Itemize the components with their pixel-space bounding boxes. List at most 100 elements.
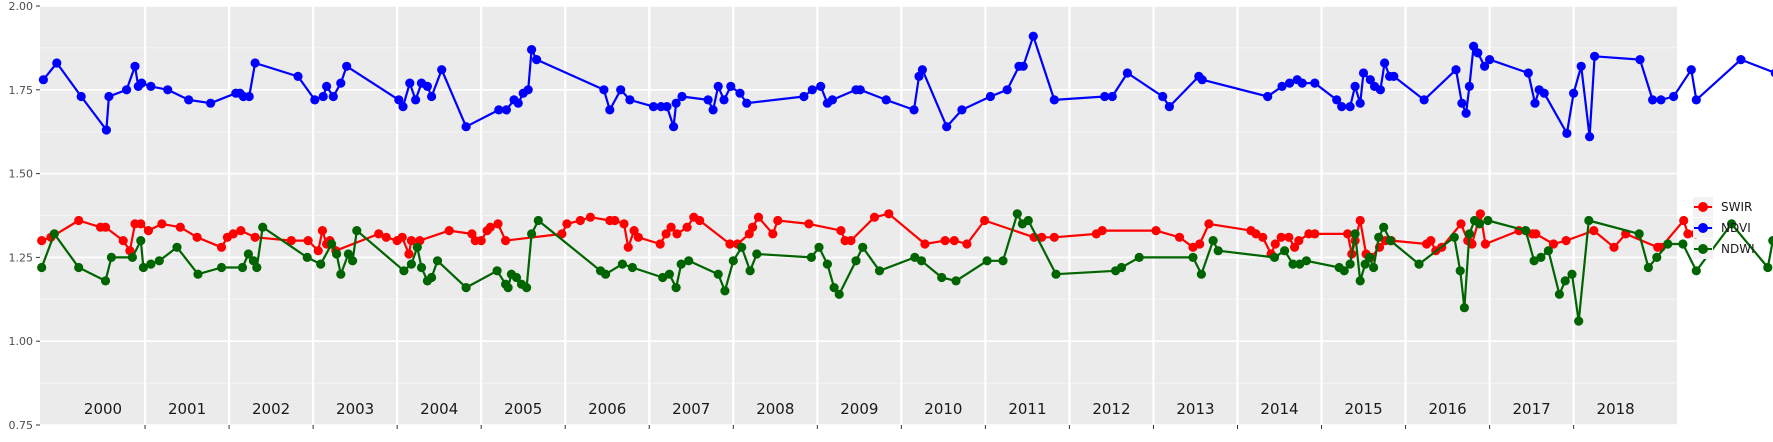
data-point-ndwi <box>527 229 537 239</box>
data-point-ndvi <box>137 78 147 88</box>
data-point-ndvi <box>122 85 132 95</box>
data-point-ndwi <box>720 286 730 296</box>
data-point-ndvi <box>405 78 415 88</box>
data-point-swir <box>884 209 894 219</box>
data-point-swir <box>1683 229 1693 239</box>
data-point-ndvi <box>1648 95 1658 105</box>
data-point-swir <box>804 219 814 229</box>
y-tick-label: 1.50 <box>9 168 34 181</box>
data-point-ndvi <box>38 75 49 85</box>
data-point-ndwi <box>998 256 1008 266</box>
data-point-ndwi <box>1652 252 1662 262</box>
data-point-ndvi <box>1277 81 1287 91</box>
data-point-ndvi <box>1018 61 1028 71</box>
series-ndvi <box>38 31 1773 142</box>
data-point-swir <box>940 236 950 246</box>
data-point-ndvi <box>671 98 681 108</box>
data-point-ndwi <box>1385 236 1395 246</box>
data-point-ndvi <box>1464 81 1474 91</box>
data-point-ndvi <box>130 61 140 71</box>
data-point-ndvi <box>1310 78 1320 88</box>
data-point-ndvi <box>146 81 156 91</box>
data-point-ndwi <box>348 256 358 266</box>
data-point-ndwi <box>533 215 543 226</box>
data-point-ndvi <box>708 105 718 115</box>
data-point-ndwi <box>243 249 253 259</box>
data-point-swir <box>250 232 260 242</box>
data-point-ndvi <box>1358 68 1369 78</box>
year-label: 2004 <box>420 400 458 418</box>
data-point-swir <box>661 229 671 239</box>
data-point-ndvi <box>726 81 736 91</box>
data-point-ndwi <box>1374 232 1384 242</box>
year-label: 2003 <box>336 400 374 418</box>
series-ndwi <box>37 209 1773 326</box>
data-point-ndvi <box>1028 31 1038 41</box>
data-point-ndvi <box>735 88 745 98</box>
data-point-ndvi <box>1365 75 1375 85</box>
data-point-ndwi <box>1560 276 1570 286</box>
data-point-swir <box>619 219 629 229</box>
data-point-ndvi <box>104 91 114 102</box>
data-point-ndwi <box>154 256 164 266</box>
data-point-ndvi <box>1523 68 1533 78</box>
data-point-swir <box>404 249 414 259</box>
data-point-swir <box>118 236 128 246</box>
data-point-ndvi <box>742 98 752 108</box>
data-point-swir <box>397 232 407 242</box>
year-label: 2008 <box>756 400 794 418</box>
year-label: 2017 <box>1513 400 1551 418</box>
data-point-swir <box>557 229 567 239</box>
data-point-swir <box>562 219 572 229</box>
data-point-ndwi <box>406 259 416 269</box>
data-point-swir <box>485 222 495 232</box>
data-point-ndvi <box>163 85 173 95</box>
data-point-ndvi <box>1562 128 1572 138</box>
data-point-swir <box>143 226 153 236</box>
data-point-ndvi <box>1576 61 1586 71</box>
data-point-swir <box>1561 236 1571 246</box>
data-point-ndvi <box>1297 78 1307 88</box>
data-point-ndwi <box>106 252 116 262</box>
data-point-ndwi <box>1134 252 1144 262</box>
data-point-swir <box>1475 209 1485 219</box>
data-point-ndwi <box>332 249 342 259</box>
data-point-ndvi <box>909 105 919 115</box>
data-point-ndvi <box>827 95 838 105</box>
data-point-ndwi <box>1459 303 1469 313</box>
data-point-ndvi <box>917 65 928 75</box>
data-point-ndwi <box>916 256 927 266</box>
data-point-ndwi <box>814 242 824 252</box>
legend-key-point <box>1698 202 1708 212</box>
data-point-ndwi <box>1663 239 1673 249</box>
data-point-ndwi <box>728 256 738 266</box>
data-point-swir <box>1151 226 1161 236</box>
data-point-ndwi <box>684 256 694 266</box>
data-point-ndvi <box>1122 68 1132 78</box>
data-point-ndvi <box>244 91 254 102</box>
data-point-swir <box>768 229 778 239</box>
data-point-ndwi <box>858 242 868 252</box>
data-point-swir <box>216 242 227 252</box>
legend-item-ndvi: NDVI <box>1693 218 1751 238</box>
data-point-ndwi <box>1536 252 1546 262</box>
data-point-ndvi <box>494 105 504 115</box>
data-point-ndvi <box>328 91 338 102</box>
data-point-swir <box>1426 236 1436 246</box>
data-point-ndvi <box>1691 95 1701 105</box>
year-label: 2009 <box>840 400 878 418</box>
data-point-ndwi <box>752 249 762 259</box>
data-point-ndwi <box>1643 262 1653 273</box>
data-point-ndvi <box>807 85 817 95</box>
data-point-ndvi <box>1770 69 1773 77</box>
data-point-ndvi <box>1380 58 1390 68</box>
year-label: 2016 <box>1428 400 1466 418</box>
y-axis: 0.75 1.00 1.25 1.50 1.75 2.00 <box>9 0 40 432</box>
data-point-ndwi <box>252 262 262 273</box>
data-point-ndwi <box>1369 262 1379 273</box>
data-point-ndvi <box>616 85 626 95</box>
data-point-ndvi <box>669 122 679 132</box>
data-point-ndvi <box>310 95 320 105</box>
data-point-ndvi <box>1530 98 1540 108</box>
